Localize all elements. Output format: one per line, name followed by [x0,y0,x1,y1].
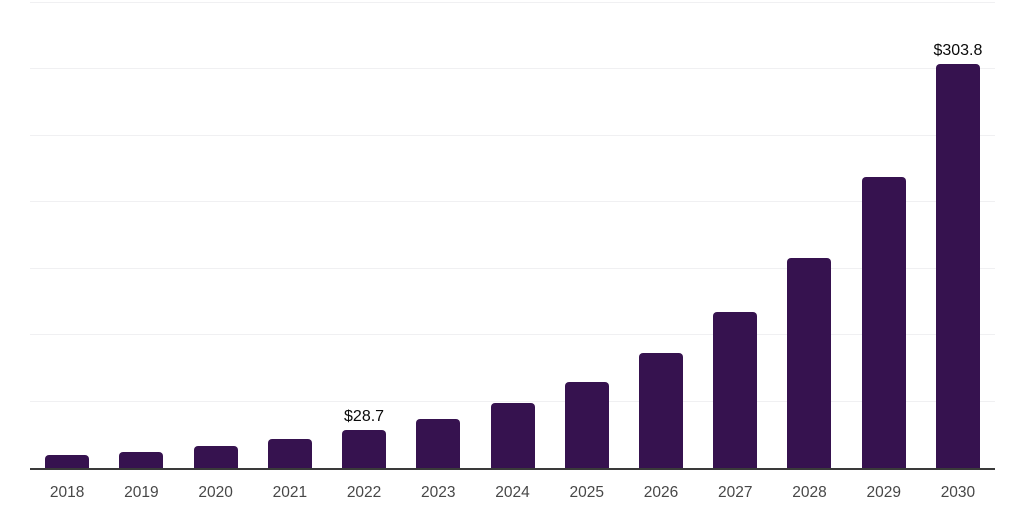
x-label-2022: 2022 [346,484,382,501]
bar-slot-2023 [401,3,475,468]
gridline-100 [30,334,995,336]
bar-slot-2029 [847,3,921,468]
bar-slot-2025 [550,3,624,468]
bar-slot-2028 [772,3,846,468]
bar-2029 [861,177,906,468]
x-label-2027: 2027 [717,484,753,501]
bar-2024 [490,402,535,468]
bar-2023 [416,419,461,468]
x-label-2023: 2023 [421,484,456,501]
bar-2025 [564,381,609,468]
x-label-2018: 2018 [49,484,85,501]
bar-2022 [342,429,387,468]
x-label-2028: 2028 [792,484,827,501]
gridline-300 [30,68,995,70]
bar-slot-2020 [178,3,252,468]
bar-2030 [935,64,980,468]
bar-slot-2022: $28.7 [327,3,401,468]
x-label-2026: 2026 [643,484,679,501]
bar-2027 [713,312,758,468]
bar-2020 [193,446,238,468]
bar-2021 [267,439,312,468]
x-label-2030: 2030 [940,484,976,501]
gridline-200 [30,201,995,203]
gridline-250 [30,134,995,136]
bar-2018 [45,455,90,468]
plot-area: $28.7 $303.8 [30,2,995,470]
bar-slot-2021 [253,3,327,468]
x-label-2019: 2019 [124,484,159,501]
x-label-2020: 2020 [198,484,233,501]
bar-2019 [119,452,164,468]
gridline-150 [30,267,995,269]
x-axis: 2018 2019 2020 2021 2022 2023 2024 2025 2026 2027… [30,485,995,501]
bar-2026 [638,352,683,468]
bar-slot-2019 [104,3,178,468]
x-label-2029: 2029 [866,484,901,501]
bar-value-label-2022: $28.7 [344,407,385,425]
gridline-350 [30,2,995,3]
bar-slot-2030: $303.8 [921,3,995,468]
bar-2028 [787,257,832,468]
bar-slot-2018 [30,3,104,468]
bar-slot-2027 [698,3,772,468]
bar-slot-2024 [475,3,549,468]
x-label-2025: 2025 [569,484,604,501]
bar-value-label-2030: $303.8 [933,42,983,60]
bar-slot-2026 [624,3,698,468]
gridline-50 [30,400,995,402]
x-label-2024: 2024 [495,484,530,501]
x-label-2021: 2021 [272,484,308,501]
bar-series: $28.7 $303.8 [30,3,995,468]
